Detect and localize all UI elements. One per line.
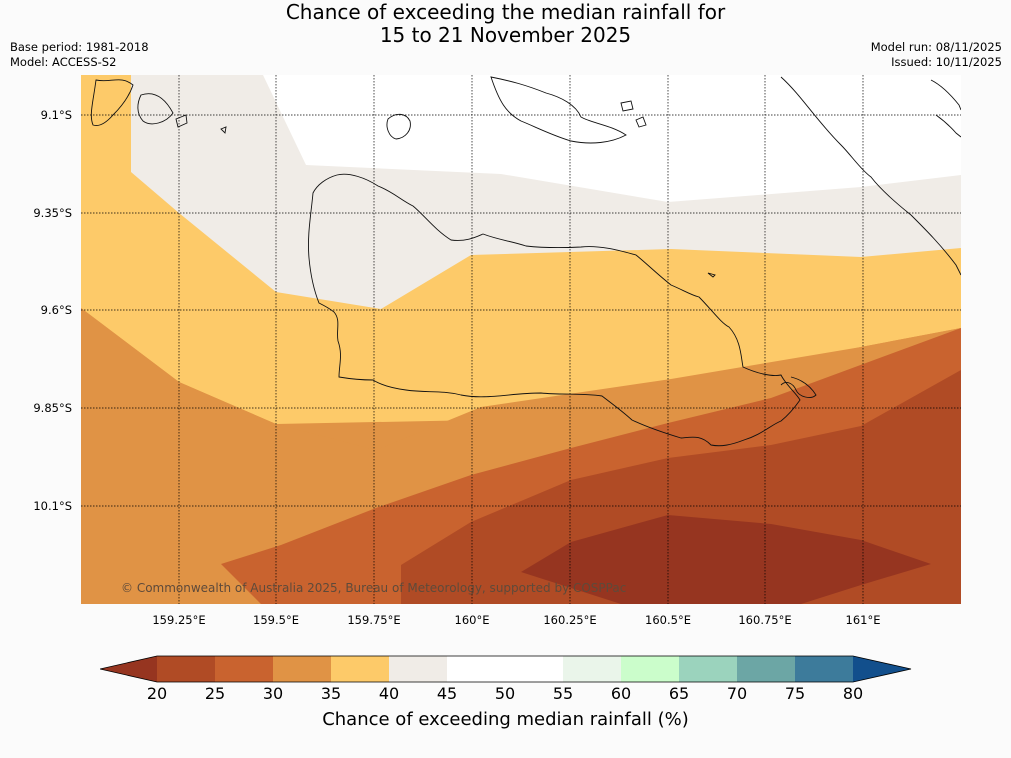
lat-label-2: 9.35°S [33, 206, 72, 220]
lon-label-2: 159.5°E [253, 613, 299, 627]
colorbar-tick-60: 60 [610, 684, 632, 703]
lat-label-1: 9.1°S [40, 108, 72, 122]
lat-label-3: 9.6°S [40, 303, 72, 317]
colorbar-seg-70-75 [737, 656, 795, 682]
colorbar-seg-20-25 [157, 656, 215, 682]
colorbar-tick-35: 35 [320, 684, 342, 703]
lon-label-3: 159.75°E [347, 613, 401, 627]
lon-label-6: 160.5°E [645, 613, 691, 627]
lat-label-5: 10.1°S [33, 499, 72, 513]
colorbar-tick-75: 75 [784, 684, 806, 703]
meta-left: Base period: 1981-2018 Model: ACCESS-S2 [10, 40, 149, 70]
coastlines [90, 76, 961, 447]
colorbar-seg-30-35 [273, 656, 331, 682]
lon-label-8: 161°E [845, 613, 881, 627]
colorbar-tick-30: 30 [262, 684, 284, 703]
colorbar-seg-below-20 [100, 656, 157, 682]
colorbar-tick-55: 55 [552, 684, 574, 703]
colorbar-seg-35-40 [331, 656, 389, 682]
map-panel: © Commonwealth of Australia 2025, Bureau… [81, 75, 961, 604]
meta-right: Model run: 08/11/2025 Issued: 10/11/2025 [871, 40, 1002, 70]
issued-date: Issued: 10/11/2025 [891, 55, 1002, 69]
colorbar-tick-45: 45 [436, 684, 458, 703]
map-canvas: © Commonwealth of Australia 2025, Bureau… [81, 75, 961, 604]
colorbar-tick-70: 70 [726, 684, 748, 703]
lon-label-1: 159.25°E [152, 613, 206, 627]
band-45-50 [263, 75, 961, 202]
title-line-1: Chance of exceeding the median rainfall … [285, 0, 726, 24]
colorbar-tick-20: 20 [146, 684, 168, 703]
lon-label-7: 160.75°E [738, 613, 792, 627]
colorbar-seg-45-50 [447, 656, 505, 682]
colorbar-seg-50-55 [505, 656, 563, 682]
base-period: Base period: 1981-2018 [10, 40, 149, 54]
model-name: Model: ACCESS-S2 [10, 55, 117, 69]
colorbar-seg-55-60 [563, 656, 621, 682]
lat-label-4: 9.85°S [33, 401, 72, 415]
copyright-text: © Commonwealth of Australia 2025, Bureau… [121, 581, 626, 595]
colorbar-seg-above-80 [853, 656, 911, 682]
graticule [81, 75, 961, 604]
band-below-20 [521, 515, 931, 604]
colorbar-tick-40: 40 [378, 684, 400, 703]
colorbar-tick-65: 65 [668, 684, 690, 703]
map-title: Chance of exceeding the median rainfall … [0, 1, 1011, 47]
lon-label-4: 160°E [454, 613, 490, 627]
colorbar-seg-60-65 [621, 656, 679, 682]
colorbar [100, 655, 912, 683]
title-line-2: 15 to 21 November 2025 [379, 23, 632, 47]
colorbar-seg-65-70 [679, 656, 737, 682]
colorbar-label: Chance of exceeding median rainfall (%) [322, 709, 689, 730]
colorbar-tick-80: 80 [842, 684, 864, 703]
colorbar-seg-75-80 [795, 656, 853, 682]
colorbar-tick-50: 50 [494, 684, 516, 703]
colorbar-tick-25: 25 [204, 684, 226, 703]
colorbar-outline [100, 655, 912, 683]
colorbar-seg-40-45 [389, 656, 447, 682]
model-run: Model run: 08/11/2025 [870, 40, 1002, 54]
colorbar-seg-25-30 [215, 656, 273, 682]
lon-label-5: 160.25°E [543, 613, 597, 627]
